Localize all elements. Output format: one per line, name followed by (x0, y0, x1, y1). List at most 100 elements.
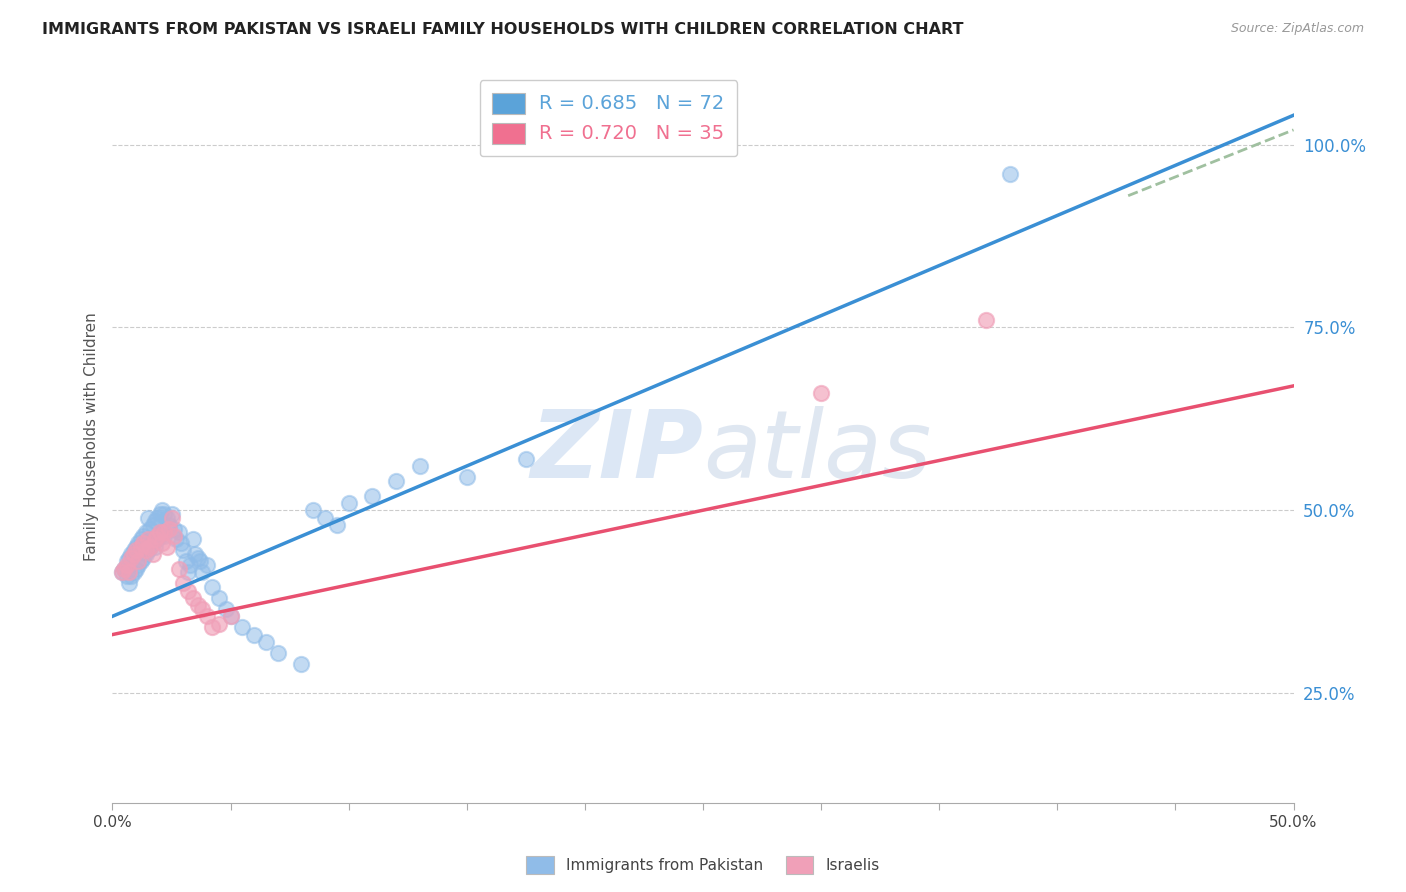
Point (302, 503, 325, 517)
Point (163, 529, 186, 543)
Point (215, 602, 238, 616)
Point (156, 510, 179, 524)
Point (136, 533, 159, 547)
Point (267, 646, 290, 660)
Point (125, 543, 148, 558)
Legend: Immigrants from Pakistan, Israelis: Immigrants from Pakistan, Israelis (520, 850, 886, 880)
Point (157, 517, 180, 532)
Point (139, 540, 162, 554)
Point (177, 583, 200, 598)
Point (167, 525, 190, 540)
Point (156, 540, 179, 554)
Point (135, 543, 157, 558)
Point (172, 576, 194, 591)
Point (191, 602, 214, 616)
Point (998, 167, 1021, 181)
Point (149, 529, 172, 543)
Point (149, 525, 172, 540)
Point (122, 547, 145, 561)
Point (115, 558, 138, 573)
Point (143, 514, 166, 528)
Point (515, 452, 537, 467)
Point (132, 529, 155, 543)
Point (150, 503, 173, 517)
Point (231, 620, 253, 634)
Point (163, 521, 186, 535)
Point (243, 627, 266, 641)
Point (125, 540, 148, 554)
Point (976, 313, 998, 327)
Point (120, 569, 142, 583)
Point (208, 616, 231, 631)
Point (111, 566, 134, 580)
Point (153, 507, 176, 521)
Point (132, 536, 155, 550)
Text: Source: ZipAtlas.com: Source: ZipAtlas.com (1230, 22, 1364, 36)
Point (254, 635, 277, 649)
Point (165, 533, 187, 547)
Point (146, 529, 169, 543)
Point (129, 540, 152, 554)
Text: IMMIGRANTS FROM PAKISTAN VS ISRAELI FAMILY HOUSEHOLDS WITH CHILDREN CORRELATION : IMMIGRANTS FROM PAKISTAN VS ISRAELI FAMI… (42, 22, 963, 37)
Point (219, 609, 242, 624)
Point (127, 536, 149, 550)
Point (179, 558, 201, 573)
Point (122, 543, 145, 558)
Point (191, 566, 214, 580)
Point (136, 543, 159, 558)
Point (337, 496, 360, 510)
Point (136, 510, 159, 524)
Point (118, 566, 141, 580)
Point (408, 459, 430, 474)
Point (150, 536, 173, 550)
Point (186, 599, 208, 613)
Point (181, 533, 204, 547)
Point (132, 550, 155, 565)
Point (112, 562, 135, 576)
Point (129, 554, 152, 568)
Point (146, 510, 169, 524)
Point (160, 507, 183, 521)
Point (456, 470, 478, 484)
Point (149, 507, 172, 521)
Point (361, 489, 384, 503)
Point (160, 510, 183, 524)
Point (120, 550, 142, 565)
Text: atlas: atlas (703, 406, 931, 497)
Point (142, 517, 165, 532)
Point (167, 562, 190, 576)
Legend: R = 0.685   N = 72, R = 0.720   N = 35: R = 0.685 N = 72, R = 0.720 N = 35 (479, 80, 737, 156)
Point (810, 386, 832, 401)
Point (135, 525, 157, 540)
Point (157, 521, 180, 535)
Point (111, 566, 134, 580)
Point (170, 536, 193, 550)
Point (290, 657, 312, 671)
Point (314, 510, 336, 524)
Point (208, 591, 231, 605)
Point (153, 529, 176, 543)
Point (177, 566, 200, 580)
Point (139, 540, 162, 554)
Point (186, 550, 208, 565)
Point (184, 547, 207, 561)
Point (385, 474, 408, 488)
Point (122, 566, 145, 580)
Point (188, 554, 211, 568)
Point (219, 609, 242, 624)
Point (118, 576, 141, 591)
Point (112, 562, 135, 576)
Point (195, 609, 218, 624)
Point (135, 547, 157, 561)
Point (326, 517, 349, 532)
Point (143, 533, 166, 547)
Text: ZIP: ZIP (530, 406, 703, 498)
Point (115, 569, 138, 583)
Point (172, 543, 194, 558)
Point (142, 547, 165, 561)
Point (127, 554, 149, 568)
Y-axis label: Family Households with Children: Family Households with Children (83, 313, 98, 561)
Point (139, 521, 162, 535)
Point (201, 580, 224, 594)
Point (181, 591, 204, 605)
